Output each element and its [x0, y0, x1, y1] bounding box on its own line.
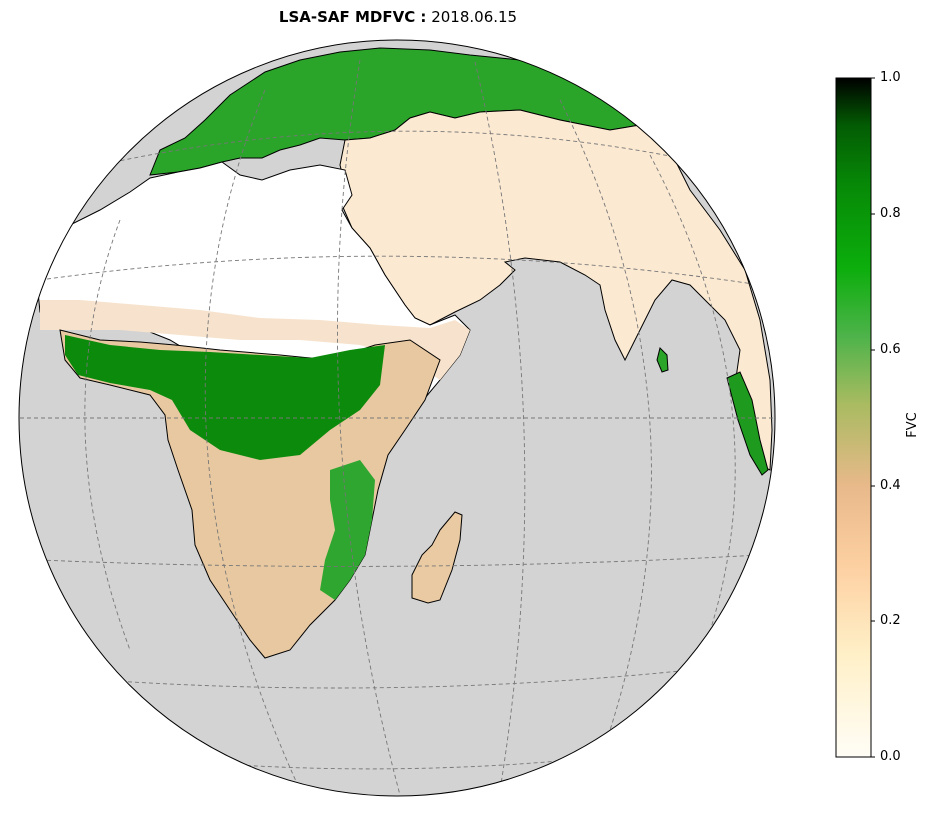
- graticule: [20, 59, 775, 796]
- title-date: 2018.06.15: [431, 8, 518, 26]
- colorbar: [835, 77, 872, 758]
- land-congo-forest: [65, 335, 385, 460]
- colorbar-tick-label: 0.0: [880, 749, 901, 764]
- colorbar-label: FVC: [905, 412, 920, 438]
- globe-outline: [18, 39, 776, 797]
- land-madagascar: [411, 511, 463, 604]
- title-product: LSA-SAF MDFVC :: [278, 8, 427, 26]
- land-sahel: [40, 300, 470, 380]
- colorbar-tick-label: 1.0: [880, 70, 901, 85]
- colorbar-tick-label: 0.6: [880, 342, 901, 357]
- map-title: LSA-SAF MDFVC : 2018.06.15: [0, 8, 796, 26]
- colorbar-tick-label: 0.4: [880, 478, 901, 493]
- land-sumatra: [726, 371, 769, 476]
- colorbar-tick-label: 0.8: [880, 206, 901, 221]
- colorbar-ticks: [871, 77, 875, 758]
- colorbar-tick-label: 0.2: [880, 613, 901, 628]
- land-east-africa-green: [320, 460, 375, 600]
- land-sri-lanka: [656, 347, 669, 373]
